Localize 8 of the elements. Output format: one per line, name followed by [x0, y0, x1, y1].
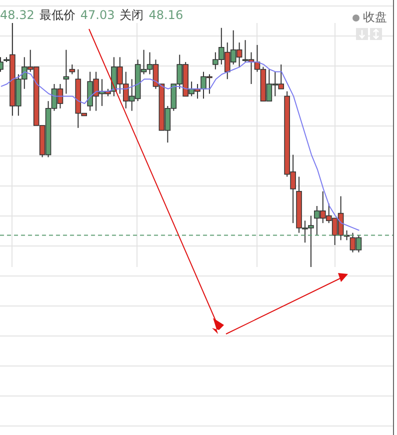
text: 收盘 — [363, 9, 387, 26]
candlestick — [69, 64, 76, 75]
text: 47.03 — [80, 8, 115, 22]
text: 最低价 — [39, 8, 76, 22]
text: 48.32 — [0, 8, 34, 22]
text: 48.16 — [148, 8, 184, 22]
candlestick — [63, 49, 70, 94]
text: 关闭 — [120, 8, 144, 22]
